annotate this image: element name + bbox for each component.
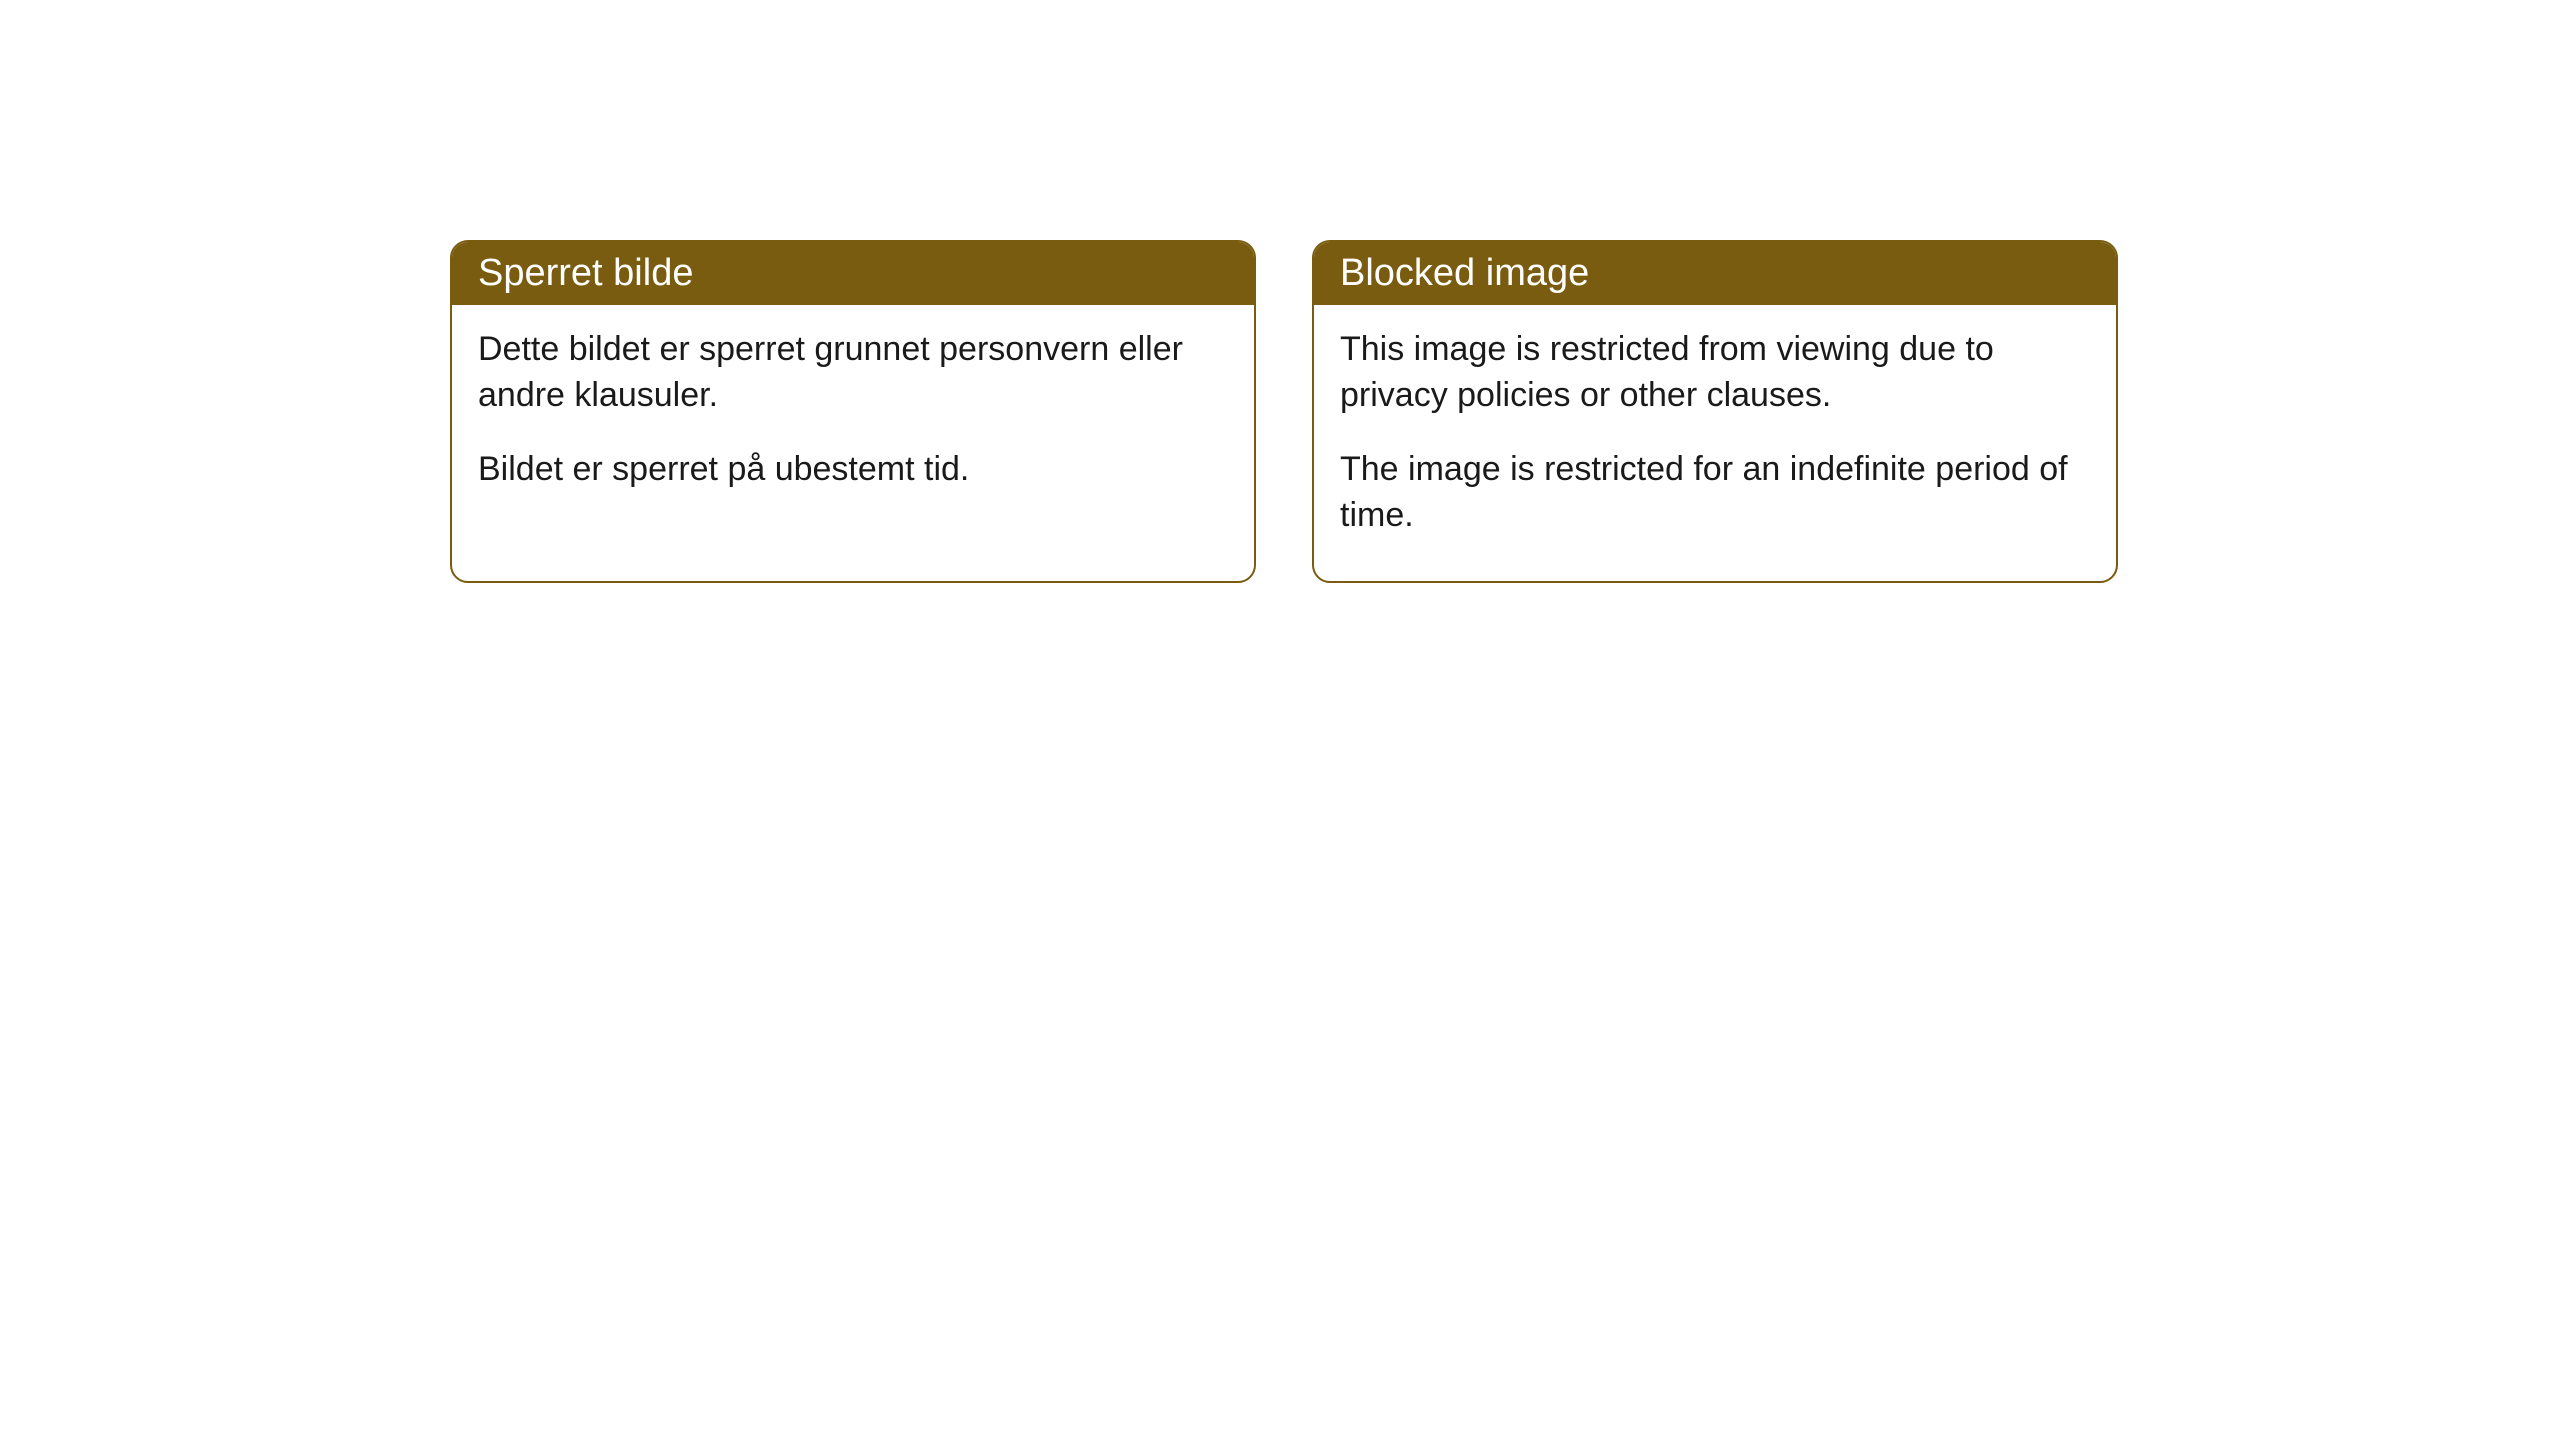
- card-header-no: Sperret bilde: [452, 242, 1254, 305]
- card-header-en: Blocked image: [1314, 242, 2116, 305]
- card-paragraph: Bildet er sperret på ubestemt tid.: [478, 447, 1228, 493]
- card-paragraph: The image is restricted for an indefinit…: [1340, 447, 2090, 539]
- blocked-image-card-en: Blocked image This image is restricted f…: [1312, 240, 2118, 583]
- notice-cards-container: Sperret bilde Dette bildet er sperret gr…: [450, 240, 2118, 583]
- card-body-no: Dette bildet er sperret grunnet personve…: [452, 305, 1254, 535]
- card-paragraph: Dette bildet er sperret grunnet personve…: [478, 327, 1228, 419]
- card-paragraph: This image is restricted from viewing du…: [1340, 327, 2090, 419]
- card-body-en: This image is restricted from viewing du…: [1314, 305, 2116, 581]
- blocked-image-card-no: Sperret bilde Dette bildet er sperret gr…: [450, 240, 1256, 583]
